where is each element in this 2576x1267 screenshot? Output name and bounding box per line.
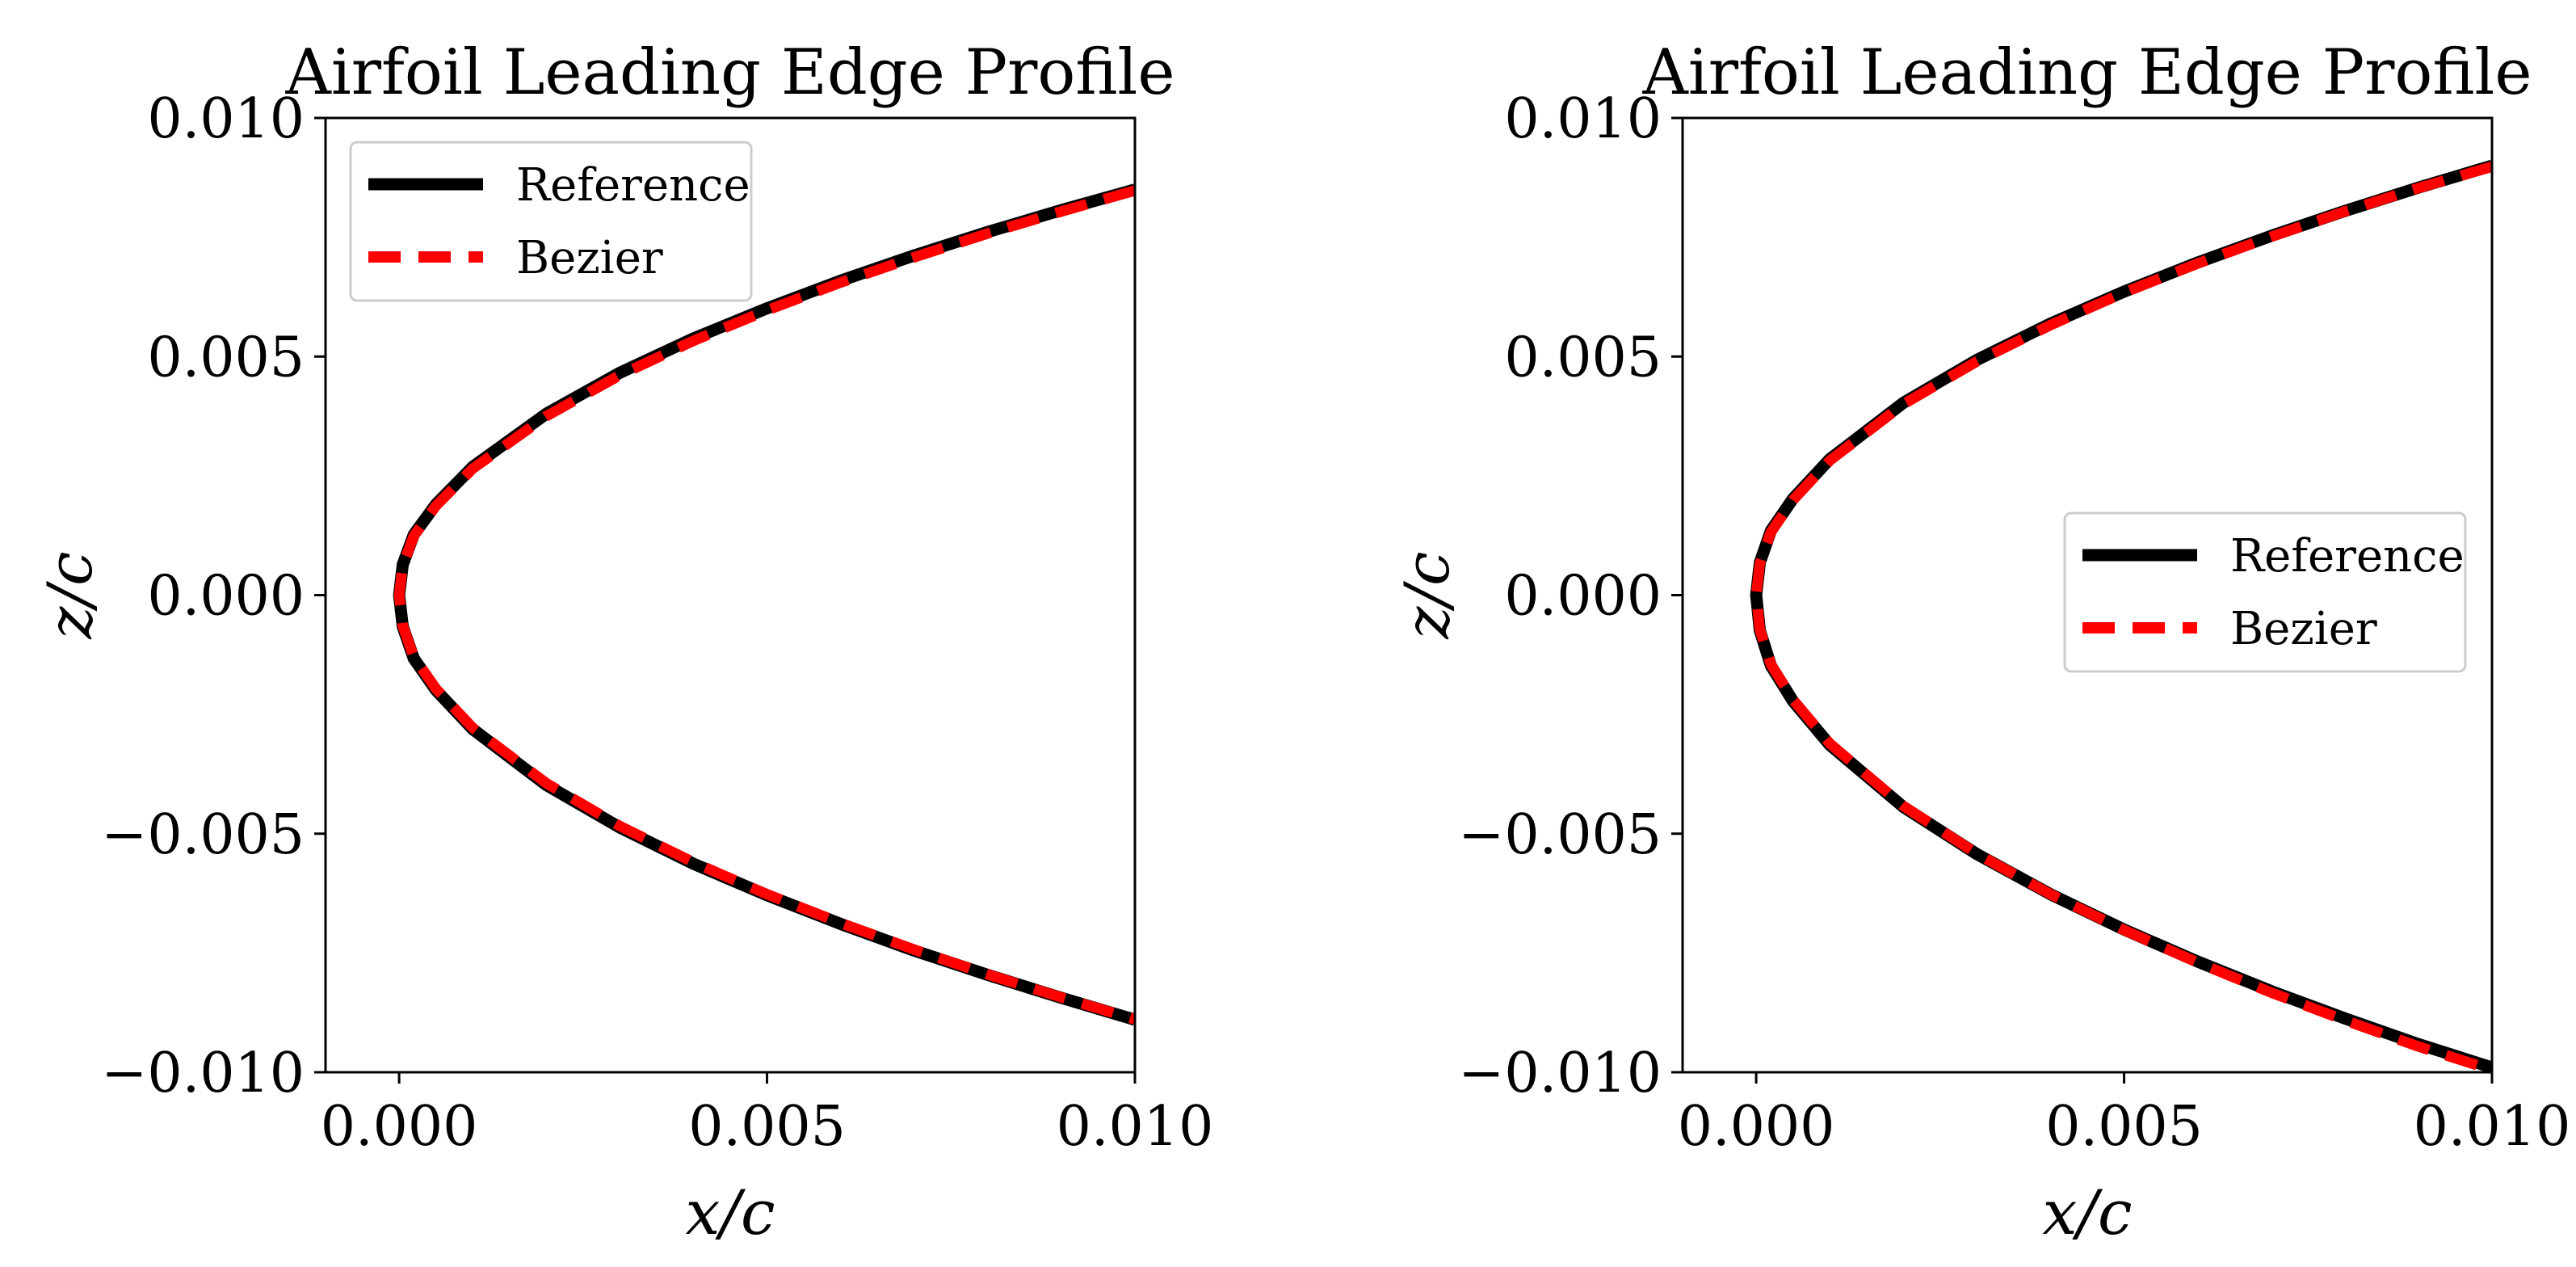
x-tick-label: 0.000: [1678, 1095, 1835, 1159]
legend: Reference Bezier: [2063, 511, 2467, 673]
x-tick-label: 0.010: [2414, 1095, 2571, 1159]
x-tick-label: 0.005: [688, 1095, 846, 1159]
y-tick-label: 0.000: [147, 565, 305, 629]
legend-label-bezier: Bezier: [2230, 603, 2377, 655]
series-line-bezier: [393, 185, 1135, 1025]
chart-panel-1: 0.000 0.005 0.010 0.010 0.005 0.000 −0.005 −0.0…: [34, 36, 1213, 1248]
series-line-bezier: [1750, 161, 2492, 1072]
legend-label-bezier: Bezier: [516, 232, 663, 284]
x-tick-label: 0.005: [2045, 1095, 2203, 1159]
y-tick-label: 0.010: [147, 87, 305, 151]
x-tick-label: 0.010: [1057, 1095, 1214, 1159]
y-tick-label: −0.005: [101, 803, 305, 867]
y-axis-label: z/c: [1391, 551, 1463, 639]
y-tick-label: −0.010: [101, 1042, 305, 1105]
chart-panel-2: 0.000 0.005 0.010 0.010 0.005 0.000 −0.005 −0.0…: [1391, 36, 2570, 1248]
plot-area: [393, 183, 1135, 1026]
y-tick-label: −0.010: [1458, 1042, 1662, 1105]
legend-label-reference: Reference: [516, 159, 750, 212]
y-tick-label: 0.000: [1504, 565, 1662, 629]
x-axis-label: x/c: [2042, 1176, 2132, 1248]
x-tick-label: 0.000: [321, 1095, 478, 1159]
chart-title: Airfoil Leading Edge Profile: [1642, 36, 2532, 109]
plot-area: [1750, 159, 2492, 1072]
legend-label-reference: Reference: [2230, 530, 2465, 583]
y-tick-label: 0.005: [1504, 326, 1662, 389]
y-axis-label: z/c: [34, 551, 106, 639]
y-tick-label: 0.010: [1504, 87, 1662, 151]
x-axis-label: x/c: [685, 1176, 775, 1248]
y-tick-label: 0.005: [147, 326, 305, 389]
chart-title: Airfoil Leading Edge Profile: [285, 36, 1175, 109]
legend: Reference Bezier: [349, 141, 753, 302]
y-tick-label: −0.005: [1458, 803, 1662, 867]
